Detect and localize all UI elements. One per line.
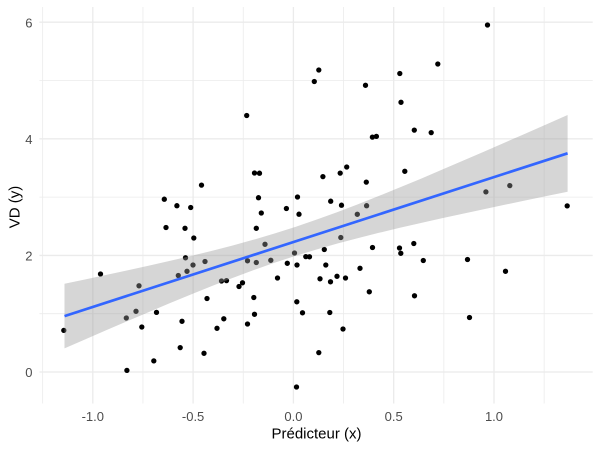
svg-text:VD (y): VD (y) [6,186,23,229]
svg-text:-1.0: -1.0 [82,409,104,424]
svg-text:2: 2 [25,249,32,264]
svg-text:-0.5: -0.5 [182,409,204,424]
svg-text:0.5: 0.5 [385,409,403,424]
svg-text:1.0: 1.0 [485,409,503,424]
svg-text:Prédicteur (x): Prédicteur (x) [271,426,361,443]
svg-text:6: 6 [25,15,32,30]
svg-text:4: 4 [25,132,32,147]
svg-text:0.0: 0.0 [284,409,302,424]
svg-text:0: 0 [25,365,32,380]
